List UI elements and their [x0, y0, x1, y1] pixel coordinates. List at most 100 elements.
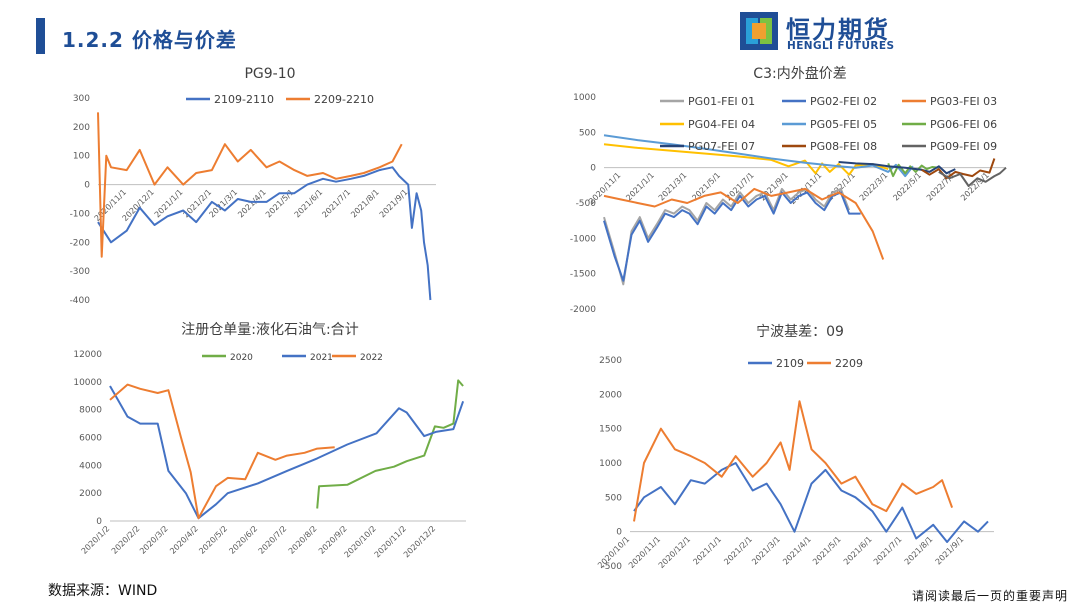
- legend-item-pg02-fei-02: PG02-FEI 02: [782, 95, 877, 108]
- chart-title: C3:内外盘价差: [753, 65, 846, 82]
- y-tick-label: 2000: [599, 390, 622, 400]
- y-tick-label: -2000: [570, 305, 596, 315]
- series-line-pg09-fei-09: [938, 166, 1007, 187]
- y-tick-label: 0: [590, 164, 596, 174]
- y-tick-label: -300: [70, 267, 91, 277]
- x-tick-label: 2020/7/2: [257, 524, 289, 556]
- series-line-pg04-fei-04: [603, 143, 889, 176]
- y-tick-label: 4000: [79, 461, 102, 471]
- y-tick-label: -400: [70, 296, 91, 306]
- y-tick-label: 12000: [73, 350, 102, 360]
- x-tick-label: 2021/5/1: [811, 535, 843, 567]
- x-tick-label: 2021/4/1: [236, 188, 268, 220]
- logo-mark-icon: [740, 12, 778, 50]
- x-tick-label: 2020/12/2: [402, 524, 437, 559]
- x-tick-label: 2021/1/1: [691, 535, 723, 567]
- chart-c3: C3:内外盘价差 1000 500 0 -500 -1000 -1500 -2000 2020/…: [570, 65, 1007, 315]
- y-tick-label: 2500: [599, 356, 622, 366]
- x-tick-label: 2022/3/1: [858, 171, 890, 203]
- y-tick-label: 10000: [73, 378, 102, 388]
- chart-panel-c3: C3:内外盘价差 1000 500 0 -500 -1000 -1500 -2000 2020/…: [560, 62, 1040, 322]
- y-tick-label: 8000: [79, 406, 102, 416]
- x-tick-label: 2021/4/1: [781, 535, 813, 567]
- x-tick-label: 2021/9/1: [378, 188, 410, 220]
- legend-item-2109: 2109: [748, 357, 804, 370]
- legend-item-pg05-fei-05: PG05-FEI 05: [782, 118, 877, 131]
- legend-item-pg07-fei-07: PG07-FEI 07: [660, 140, 755, 153]
- legend-item-pg03-fei-03: PG03-FEI 03: [902, 95, 997, 108]
- series-line-pg07-fei-07: [838, 161, 956, 175]
- x-tick-label: 2021/7/1: [320, 188, 352, 220]
- series-line-pg03-fei-03: [603, 187, 885, 260]
- legend-label: PG04-FEI 04: [688, 118, 755, 131]
- series-line-2109-2110: [97, 166, 432, 301]
- x-tick-label: 2021/3/1: [207, 188, 239, 220]
- x-tick-label: 2022/5/1: [891, 171, 923, 203]
- y-tick-label: 200: [73, 123, 90, 133]
- legend-item-2109-2110: 2109-2110: [186, 93, 274, 106]
- x-tick-label: 2020/1/2: [80, 524, 112, 556]
- legend-label: 2021: [310, 353, 333, 363]
- logo-mark-center: [752, 23, 766, 39]
- logo-text-cn: 恒力期货: [786, 16, 890, 44]
- legend-item-pg06-fei-06: PG06-FEI 06: [902, 118, 997, 131]
- legend-item-2209: 2209: [807, 357, 863, 370]
- chart-panel-ningbo: 宁波基差：09 2500 2000 1500 1000 500 0 -500 2020/10/1…: [560, 322, 1040, 576]
- x-tick-label: 2021/2/1: [722, 535, 754, 567]
- legend-label: PG06-FEI 06: [930, 118, 997, 131]
- y-tick-label: 100: [73, 152, 90, 162]
- x-tick-label: 2021/3/1: [657, 171, 689, 203]
- data-source-note: 数据来源：WIND: [48, 583, 158, 599]
- legend-item-2021: 2021: [282, 353, 333, 363]
- legend-item-pg09-fei-09: PG09-FEI 09: [902, 140, 997, 153]
- series-line-2209: [633, 400, 954, 522]
- legend-item-pg08-fei-08: PG08-FEI 08: [782, 140, 877, 153]
- legend-label: 2209: [835, 357, 863, 370]
- chart-warehouse: 注册仓单量:液化石油气:合计 12000 10000 8000 6000 4000 2000…: [73, 322, 466, 559]
- page-title: 1.2.2 价格与价差: [62, 28, 237, 52]
- series-line-2020: [316, 379, 464, 509]
- series-line-2209-2210: [97, 112, 403, 258]
- y-tick-label: 0: [84, 181, 90, 191]
- y-tick-label: 1000: [573, 93, 596, 103]
- legend-label: PG02-FEI 02: [810, 95, 877, 108]
- chart-title: 宁波基差：09: [756, 323, 844, 340]
- y-tick-label: 500: [605, 493, 622, 503]
- x-tick-label: 2021/3/1: [750, 535, 782, 567]
- y-tick-label: -1500: [570, 270, 596, 280]
- x-tick-label: 2021/6/1: [293, 188, 325, 220]
- series-line-pg02-fei-02: [603, 191, 861, 282]
- legend-label: PG08-FEI 08: [810, 140, 877, 153]
- y-tick-label: -200: [70, 238, 91, 248]
- x-tick-label: 2022/9/1: [959, 171, 991, 203]
- chart-pg910: PG9-103002001000-100-200-300-4002020/11/…: [70, 66, 436, 306]
- x-tick-label: 2021/6/1: [842, 535, 874, 567]
- series-line-2109: [633, 462, 989, 543]
- chart-panel-pg910: PG9-10 300 200 100 0 -100 -200 -300 -400 2020/11/…: [40, 62, 500, 312]
- legend-label: 2109-2110: [214, 93, 274, 106]
- legend-label: PG01-FEI 01: [688, 95, 755, 108]
- disclaimer-note: 请阅读最后一页的重要声明: [911, 589, 1068, 603]
- legend-label: 2022: [360, 353, 383, 363]
- y-tick-label: 2000: [79, 489, 102, 499]
- y-tick-label: -1000: [570, 234, 596, 244]
- x-tick-label: 2020/8/2: [287, 524, 319, 556]
- y-tick-label: 0: [96, 517, 102, 527]
- legend-item-pg01-fei-01: PG01-FEI 01: [660, 95, 755, 108]
- chart-ningbo: 宁波基差：0925002000150010005000-5002020/10/1…: [596, 323, 994, 572]
- x-tick-label: 2021/5/1: [690, 171, 722, 203]
- x-tick-label: 2020/2/2: [110, 524, 142, 556]
- series-line-2021: [109, 385, 465, 520]
- x-tick-label: 2020/12/1: [657, 535, 692, 570]
- y-tick-label: -500: [602, 562, 623, 572]
- x-tick-label: 2021/8/1: [349, 188, 381, 220]
- chart-title: PG9-10: [244, 66, 295, 82]
- x-tick-label: 2020/11/1: [587, 171, 622, 206]
- series-line-pg08-fei-08: [921, 158, 996, 180]
- header-accent-bar: [36, 18, 45, 54]
- x-tick-label: 2021/1/1: [153, 188, 185, 220]
- legend-label: PG09-FEI 09: [930, 140, 997, 153]
- x-tick-label: 2021/1/1: [624, 171, 656, 203]
- y-tick-label: 1000: [599, 459, 622, 469]
- chart-title: 注册仓单量:液化石油气:合计: [181, 322, 358, 338]
